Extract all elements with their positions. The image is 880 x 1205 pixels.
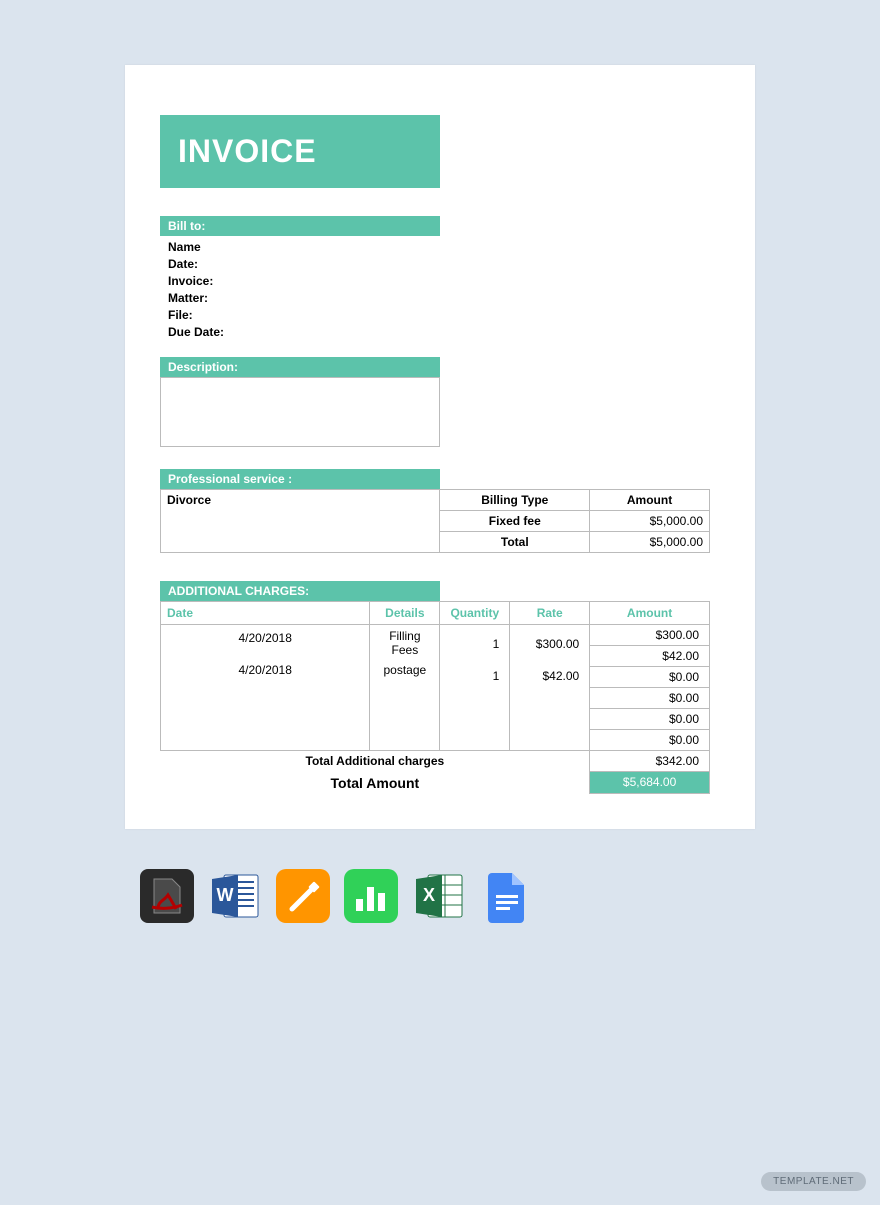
charge-rate: $42.00 — [516, 669, 579, 683]
bill-field: Due Date: — [168, 325, 720, 339]
charge-amount: $300.00 — [590, 625, 710, 646]
svc-cell: $5,000.00 — [590, 532, 710, 553]
additional-charges-header: ADDITIONAL CHARGES: — [160, 581, 440, 601]
col-quantity: Quantity — [440, 602, 510, 625]
charge-qty: 1 — [446, 669, 499, 683]
bill-field: File: — [168, 308, 720, 322]
app-icons-row: W X — [140, 869, 880, 923]
total-additional-label: Total Additional charges — [161, 751, 590, 772]
watermark: TEMPLATE.NET — [761, 1172, 866, 1191]
charge-amount: $0.00 — [590, 667, 710, 688]
charge-date: 4/20/2018 — [167, 631, 363, 645]
bill-field: Invoice: — [168, 274, 720, 288]
col-billing-type: Billing Type — [440, 490, 590, 511]
charge-amount: $0.00 — [590, 730, 710, 751]
bill-field: Name — [168, 240, 720, 254]
charge-details: postage — [376, 663, 433, 677]
description-header: Description: — [160, 357, 440, 377]
charge-rate: $300.00 — [516, 637, 579, 651]
bill-to-header: Bill to: — [160, 216, 440, 236]
svc-cell: Fixed fee — [440, 511, 590, 532]
numbers-icon[interactable] — [344, 869, 398, 923]
svc-cell: Total — [440, 532, 590, 553]
total-amount-value: $5,684.00 — [590, 772, 710, 794]
col-date: Date — [161, 602, 370, 625]
additional-charges-table: Date Details Quantity Rate Amount 4/20/2… — [160, 601, 710, 794]
bill-field: Date: — [168, 257, 720, 271]
col-rate: Rate — [510, 602, 590, 625]
pdf-icon[interactable] — [140, 869, 194, 923]
invoice-title: INVOICE — [160, 115, 440, 188]
charge-details: Filling Fees — [376, 629, 433, 657]
svg-text:X: X — [423, 885, 435, 905]
charge-amount: $0.00 — [590, 688, 710, 709]
bill-field: Matter: — [168, 291, 720, 305]
word-icon[interactable]: W — [208, 869, 262, 923]
col-details: Details — [370, 602, 440, 625]
description-box — [160, 377, 440, 447]
charge-amount: $0.00 — [590, 709, 710, 730]
svg-text:W: W — [217, 885, 234, 905]
google-docs-icon[interactable] — [480, 869, 534, 923]
svc-cell: $5,000.00 — [590, 511, 710, 532]
invoice-page: INVOICE Bill to: Name Date: Invoice: Mat… — [125, 65, 755, 829]
professional-service-header: Professional service : — [160, 469, 440, 489]
col-amount: Amount — [590, 602, 710, 625]
service-name: Divorce — [161, 490, 440, 553]
bill-to-fields: Name Date: Invoice: Matter: File: Due Da… — [160, 240, 720, 339]
charge-date: 4/20/2018 — [167, 663, 363, 677]
charge-amount: $42.00 — [590, 646, 710, 667]
excel-icon[interactable]: X — [412, 869, 466, 923]
pages-icon[interactable] — [276, 869, 330, 923]
total-additional-value: $342.00 — [590, 751, 710, 772]
col-amount: Amount — [590, 490, 710, 511]
charge-qty: 1 — [446, 637, 499, 651]
professional-service-table: Divorce Billing Type Amount Fixed fee $5… — [160, 489, 710, 553]
total-amount-label: Total Amount — [161, 772, 590, 794]
